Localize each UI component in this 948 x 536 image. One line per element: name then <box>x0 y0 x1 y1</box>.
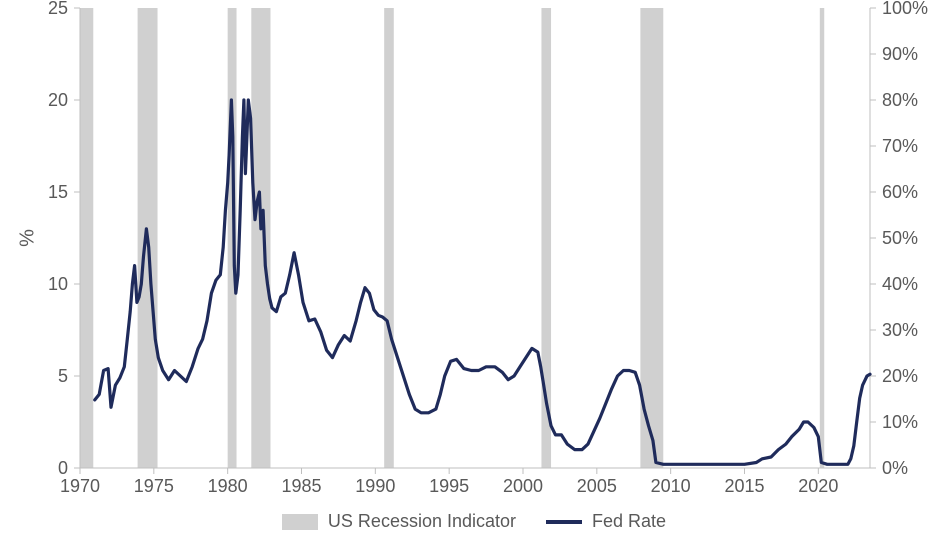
svg-text:2000: 2000 <box>503 476 543 496</box>
svg-text:90%: 90% <box>882 44 918 64</box>
svg-text:1980: 1980 <box>208 476 248 496</box>
svg-text:1990: 1990 <box>355 476 395 496</box>
svg-text:2020: 2020 <box>798 476 838 496</box>
svg-text:1995: 1995 <box>429 476 469 496</box>
legend: US Recession Indicator Fed Rate <box>0 511 948 532</box>
svg-text:80%: 80% <box>882 90 918 110</box>
svg-text:15: 15 <box>48 182 68 202</box>
svg-text:1985: 1985 <box>281 476 321 496</box>
svg-text:1970: 1970 <box>60 476 100 496</box>
chart-canvas: 1970197519801985199019952000200520102015… <box>0 0 948 536</box>
svg-text:50%: 50% <box>882 228 918 248</box>
svg-text:10%: 10% <box>882 412 918 432</box>
svg-text:0%: 0% <box>882 458 908 478</box>
legend-label-fedrate: Fed Rate <box>592 511 666 532</box>
fed-rate-recession-chart: 1970197519801985199019952000200520102015… <box>0 0 948 536</box>
legend-label-recession: US Recession Indicator <box>328 511 516 532</box>
svg-text:30%: 30% <box>882 320 918 340</box>
svg-text:100%: 100% <box>882 0 928 18</box>
svg-text:0: 0 <box>58 458 68 478</box>
svg-text:20%: 20% <box>882 366 918 386</box>
svg-text:1975: 1975 <box>134 476 174 496</box>
svg-text:10: 10 <box>48 274 68 294</box>
legend-item-recession: US Recession Indicator <box>282 511 516 532</box>
legend-swatch-recession <box>282 514 318 530</box>
svg-text:20: 20 <box>48 90 68 110</box>
legend-item-fedrate: Fed Rate <box>546 511 666 532</box>
svg-text:25: 25 <box>48 0 68 18</box>
legend-swatch-fedrate <box>546 520 582 524</box>
svg-text:2005: 2005 <box>577 476 617 496</box>
svg-text:60%: 60% <box>882 182 918 202</box>
svg-text:2015: 2015 <box>724 476 764 496</box>
svg-text:2010: 2010 <box>651 476 691 496</box>
svg-text:5: 5 <box>58 366 68 386</box>
svg-text:40%: 40% <box>882 274 918 294</box>
y-axis-title: % <box>17 229 40 247</box>
svg-text:70%: 70% <box>882 136 918 156</box>
